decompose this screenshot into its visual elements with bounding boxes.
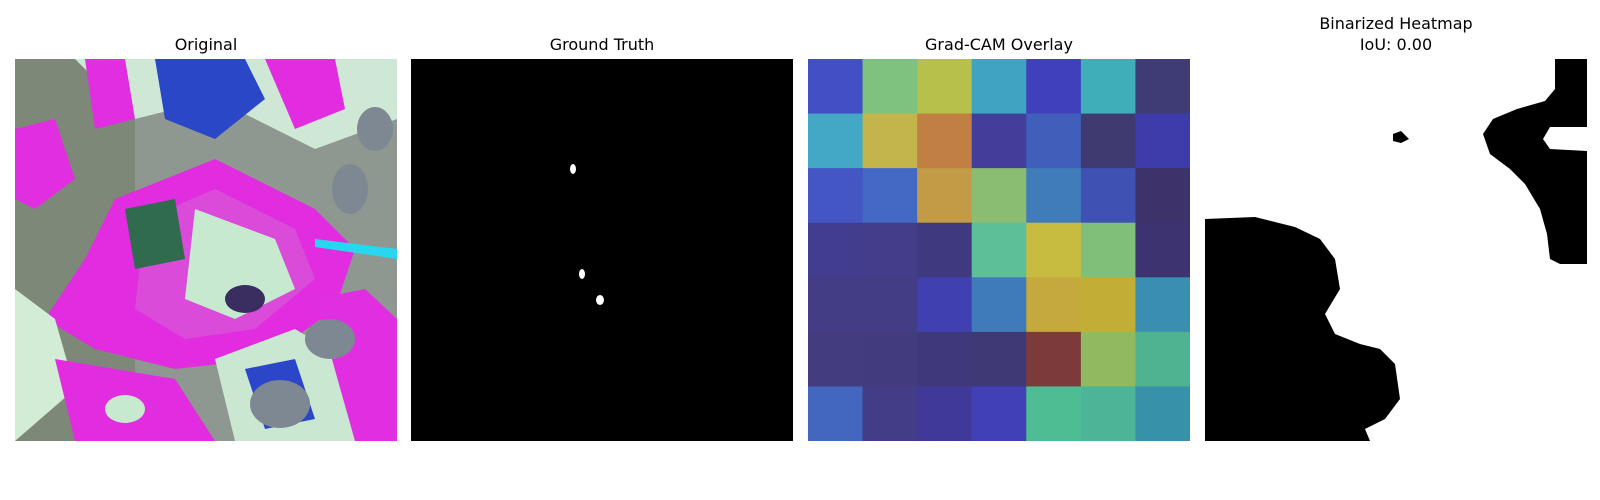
gradcam-cell — [917, 222, 973, 278]
gradcam-cell — [862, 168, 918, 224]
gradcam-cell — [1135, 113, 1190, 169]
gradcam-cell — [917, 277, 973, 333]
title-binarized-heatmap: Binarized Heatmap IoU: 0.00 — [1319, 14, 1473, 54]
gradcam-cell — [1135, 386, 1190, 441]
title-ground-truth: Ground Truth — [549, 35, 655, 54]
gradcam-cell — [917, 113, 973, 169]
gradcam-cell — [862, 386, 918, 441]
gradcam-cell — [971, 113, 1027, 169]
gradcam-cell — [971, 277, 1027, 333]
gradcam-cell — [917, 331, 973, 387]
gradcam-cell — [971, 222, 1027, 278]
binarized-heatmap — [1205, 59, 1587, 441]
gradcam-cell — [1026, 386, 1082, 441]
gradcam-cell — [808, 113, 864, 169]
gradcam-cell — [1026, 168, 1082, 224]
gradcam-cell — [862, 331, 918, 387]
gradcam-cell — [862, 222, 918, 278]
gradcam-cell — [1135, 168, 1190, 224]
gradcam-cell — [1080, 277, 1136, 333]
gradcam-cell — [1026, 59, 1082, 115]
gradcam-cell — [1080, 59, 1136, 115]
gradcam-cell — [1135, 222, 1190, 278]
ground-truth-mask — [411, 59, 793, 441]
gradcam-cell — [862, 277, 918, 333]
gradcam-cell — [917, 386, 973, 441]
gradcam-cell — [1026, 113, 1082, 169]
gradcam-cell — [1135, 331, 1190, 387]
gradcam-cell — [971, 59, 1027, 115]
gradcam-cell — [1080, 168, 1136, 224]
gradcam-cell — [1026, 331, 1082, 387]
title-gradcam-overlay: Grad-CAM Overlay — [925, 35, 1073, 54]
gradcam-cell — [1135, 277, 1190, 333]
gradcam-cell — [1135, 59, 1190, 115]
gradcam-cell — [1080, 113, 1136, 169]
gradcam-overlay — [808, 59, 1190, 441]
gradcam-cell — [1080, 386, 1136, 441]
gradcam-cell — [917, 168, 973, 224]
original-image — [15, 59, 397, 441]
gradcam-cell — [862, 113, 918, 169]
gradcam-cell — [808, 168, 864, 224]
gradcam-cell — [808, 222, 864, 278]
gradcam-cell — [862, 59, 918, 115]
gradcam-cell — [808, 331, 864, 387]
gradcam-cell — [971, 168, 1027, 224]
gradcam-cell — [917, 59, 973, 115]
gradcam-cell — [808, 59, 864, 115]
title-original: Original — [174, 35, 238, 54]
gradcam-cell — [1026, 277, 1082, 333]
gradcam-cell — [971, 386, 1027, 441]
gradcam-cell — [1026, 222, 1082, 278]
gradcam-cell — [1080, 331, 1136, 387]
gradcam-cell — [1080, 222, 1136, 278]
gradcam-cell — [808, 386, 864, 441]
gradcam-cell — [808, 277, 864, 333]
gradcam-cell — [971, 331, 1027, 387]
